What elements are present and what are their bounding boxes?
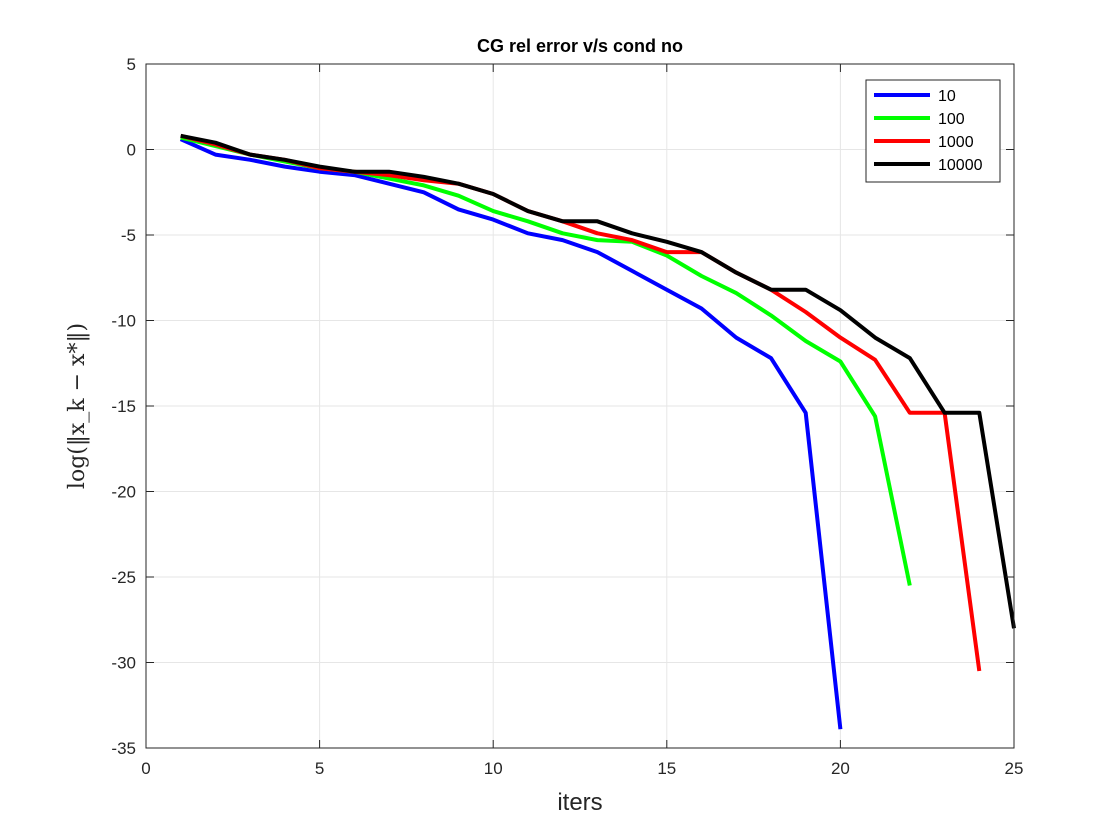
x-tick-label: 0: [141, 759, 150, 778]
y-tick-label: 0: [127, 141, 136, 160]
series-line-10: [179, 137, 843, 730]
y-tick-label: -25: [111, 568, 136, 587]
y-axis-label: log(‖x_k − x*‖): [65, 323, 90, 489]
legend: 10 100 1000 10000: [865, 79, 1001, 183]
y-tick-label: -20: [111, 483, 136, 502]
y-tick-label: -5: [121, 226, 136, 245]
y-tick-label: -15: [111, 397, 136, 416]
y-tick-label: -30: [111, 654, 136, 673]
x-tick-label: 10: [484, 759, 503, 778]
legend-label: 10: [938, 88, 956, 105]
y-tick-label: -10: [111, 312, 136, 331]
axis-ticks: 0 5 10 15 20 25 5 0 -5 -10 -15 -20 -25 -30 -35: [111, 55, 1023, 778]
x-tick-label: 20: [831, 759, 850, 778]
series-layer: [179, 133, 1016, 730]
y-tick-label: -35: [111, 739, 136, 758]
legend-label: 1000: [938, 134, 974, 151]
x-axis-label: iters: [557, 789, 602, 816]
series-line-10000: [180, 133, 1016, 629]
legend-label: 10000: [938, 157, 983, 174]
y-tick-label: 5: [127, 55, 136, 74]
legend-label: 100: [938, 111, 965, 128]
x-tick-label: 5: [315, 759, 324, 778]
x-tick-label: 15: [657, 759, 676, 778]
x-tick-label: 25: [1005, 759, 1024, 778]
chart-title: CG rel error v/s cond no: [477, 36, 683, 56]
